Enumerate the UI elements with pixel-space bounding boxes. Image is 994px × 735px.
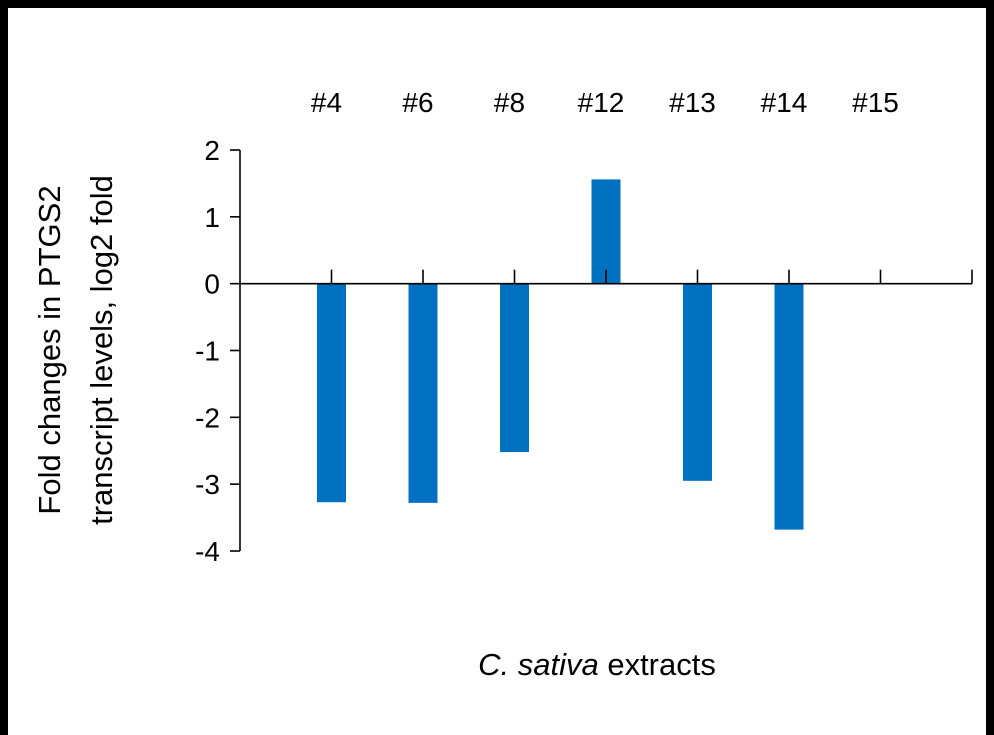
bar [774, 283, 804, 530]
y-tick-label: -2 [195, 402, 220, 433]
category-labels: #4 #6 #8 #12 #13 #14 #15 [311, 87, 899, 118]
category-label: #13 [669, 87, 716, 118]
y-tick-label: -1 [195, 336, 220, 367]
category-label: #6 [402, 87, 433, 118]
x-axis-title-rest: extracts [599, 647, 716, 682]
x-axis [240, 269, 973, 285]
bar [408, 283, 438, 503]
category-label: #4 [311, 87, 342, 118]
bar [317, 283, 346, 503]
y-axis-title-line2: transcript levels, log2 fold [84, 175, 119, 525]
bar [500, 283, 529, 453]
y-tick-label: -3 [195, 469, 220, 500]
y-tick-label: -4 [195, 536, 220, 567]
y-axis-ticks: 2 1 0 -1 -2 -3 -4 [195, 135, 240, 567]
category-label: #14 [761, 87, 808, 118]
bar [683, 283, 712, 481]
category-label: #8 [494, 87, 525, 118]
bars [317, 179, 804, 530]
y-tick-label: 0 [204, 269, 220, 300]
bar [591, 179, 621, 284]
y-tick-label: 2 [204, 135, 220, 166]
category-label: #12 [578, 87, 625, 118]
y-tick-label: 1 [204, 202, 220, 233]
x-axis-title-italic: C. sativa [478, 647, 599, 682]
category-label: #15 [852, 87, 899, 118]
y-axis-title-line1: Fold changes in PTGS2 [32, 185, 67, 514]
x-axis-title: C. sativa extracts [478, 647, 716, 682]
